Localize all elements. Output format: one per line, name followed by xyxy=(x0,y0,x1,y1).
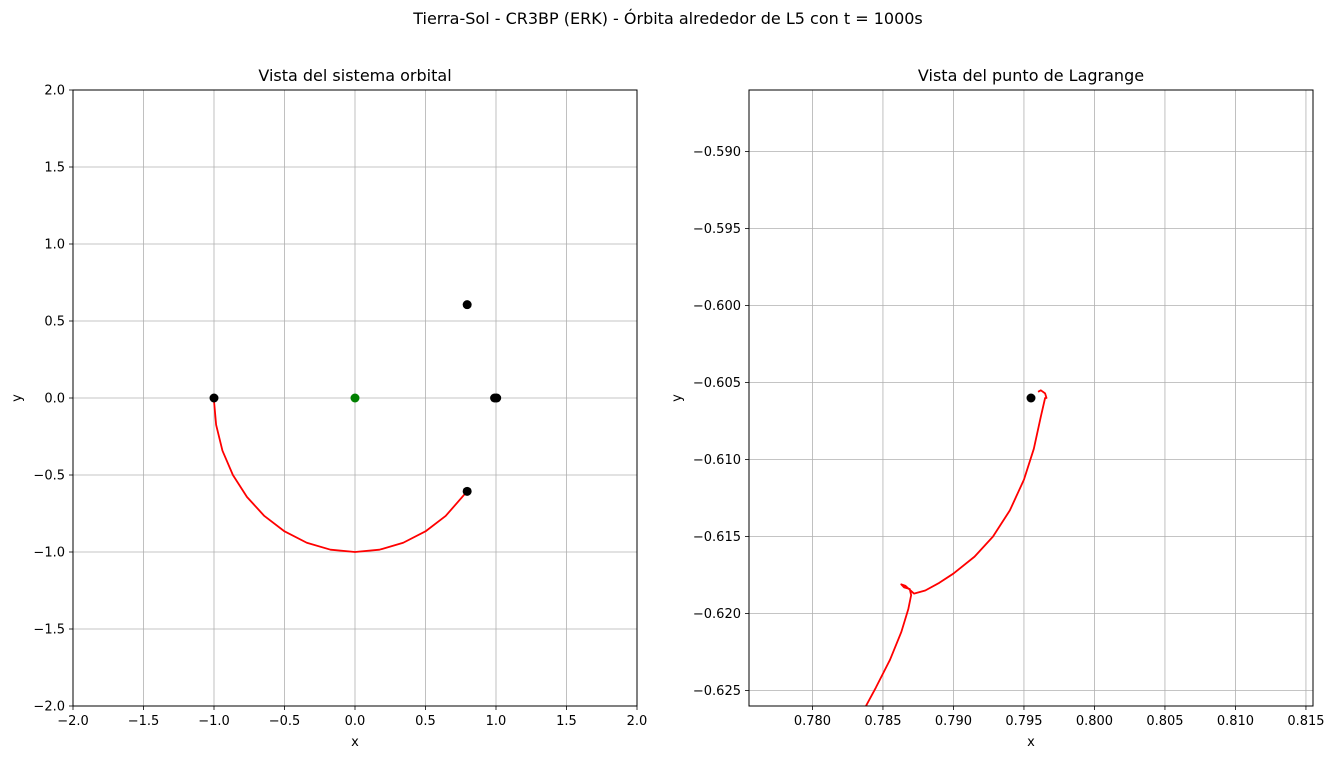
orbital-system-panel: −2.0 −1.5 −1.0 −0.5 0.0 0.5 1.0 1.5 2.0 −2.0 −1.5 −… xyxy=(10,66,647,750)
lagrange-point-x-tick-label: 0.800 xyxy=(1076,714,1113,729)
lagrange-point-title: Vista del punto de Lagrange xyxy=(918,66,1144,85)
orbital-system-y-label: y xyxy=(10,394,25,402)
lagrange-point-y-tick-label: −0.615 xyxy=(693,530,741,545)
lagrange-point-x-label: x xyxy=(1027,735,1035,750)
lagrange-point-y-tick-label: −0.600 xyxy=(693,299,741,314)
orbital-system-x-tick-label: 0.5 xyxy=(415,714,436,729)
lagrange-point-y-tick-label: −0.620 xyxy=(693,607,741,622)
lagrange-point-y-tick-label: −0.590 xyxy=(693,145,741,160)
orbital-system-x-tick-label: 0.0 xyxy=(345,714,366,729)
orbital-system-ticks: −2.0 −1.5 −1.0 −0.5 0.0 0.5 1.0 1.5 2.0 −2.0 −1.5 −… xyxy=(33,84,647,730)
lagrange-point-x-tick-label: 0.805 xyxy=(1146,714,1183,729)
orbital-system-marker xyxy=(209,393,219,403)
orbital-system-x-tick-label: −2.0 xyxy=(57,714,89,729)
orbital-system-marker xyxy=(462,300,472,310)
lagrange-point-y-tick-label: −0.605 xyxy=(693,376,741,391)
lagrange-point-x-tick-label: 0.780 xyxy=(794,714,831,729)
lagrange-point-ticks: 0.780 0.785 0.790 0.795 0.800 0.805 0.810 0.815… xyxy=(693,145,1325,729)
lagrange-point-y-tick-label: −0.625 xyxy=(693,684,741,699)
lagrange-point-panel: 0.780 0.785 0.790 0.795 0.800 0.805 0.810 0.815… xyxy=(670,66,1325,750)
orbital-system-x-label: x xyxy=(351,735,359,750)
orbital-system-marker xyxy=(462,486,472,496)
lagrange-point-axes-frame xyxy=(748,89,1314,707)
orbital-system-y-tick-label: −1.0 xyxy=(33,546,65,561)
orbital-system-y-tick-label: 0.5 xyxy=(44,315,65,330)
lagrange-point-y-tick-label: −0.610 xyxy=(693,453,741,468)
orbital-system-x-tick-label: 1.5 xyxy=(556,714,577,729)
lagrange-point-y-label: y xyxy=(670,394,685,402)
orbital-system-x-tick-label: −1.5 xyxy=(128,714,160,729)
orbital-system-marker xyxy=(350,393,360,403)
orbital-system-y-tick-label: 1.0 xyxy=(44,238,65,253)
lagrange-point-x-tick-label: 0.810 xyxy=(1217,714,1254,729)
orbital-system-orbit-line xyxy=(213,400,468,553)
lagrange-point-x-tick-label: 0.785 xyxy=(864,714,901,729)
lagrange-point-orbit-line xyxy=(864,389,1048,706)
orbital-system-marker xyxy=(492,393,502,403)
figure-title: Tierra-Sol - CR3BP (ERK) - Órbita alrede… xyxy=(412,9,923,28)
orbital-system-y-tick-label: −1.5 xyxy=(33,623,65,638)
lagrange-point-x-tick-label: 0.815 xyxy=(1287,714,1324,729)
orbital-system-x-tick-label: 2.0 xyxy=(627,714,648,729)
orbital-system-x-tick-label: −0.5 xyxy=(269,714,301,729)
lagrange-point-series xyxy=(864,389,1048,706)
orbital-system-y-tick-label: 1.5 xyxy=(44,161,65,176)
orbital-system-series xyxy=(209,300,502,553)
lagrange-point-x-tick-label: 0.790 xyxy=(935,714,972,729)
orbital-system-y-tick-label: −0.5 xyxy=(33,469,65,484)
lagrange-point-grid xyxy=(749,90,1313,706)
orbital-system-y-tick-label: −2.0 xyxy=(33,700,65,715)
lagrange-point-y-tick-label: −0.595 xyxy=(693,222,741,237)
orbital-system-x-tick-label: −1.0 xyxy=(198,714,230,729)
lagrange-point-x-tick-label: 0.795 xyxy=(1005,714,1042,729)
orbital-system-y-tick-label: 0.0 xyxy=(44,392,65,407)
orbital-system-x-tick-label: 1.0 xyxy=(486,714,507,729)
orbital-system-y-tick-label: 2.0 xyxy=(44,84,65,99)
lagrange-point-marker xyxy=(1026,393,1036,403)
orbital-system-title: Vista del sistema orbital xyxy=(258,66,451,85)
